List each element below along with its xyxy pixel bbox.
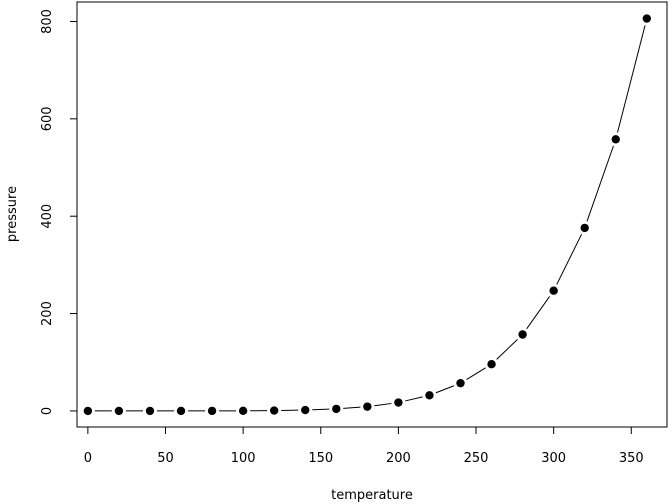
data-point [114, 406, 124, 416]
series-line-segment [496, 338, 518, 360]
x-tick-label: 200 [386, 451, 411, 466]
y-axis: 0 200 400 600 800 [40, 9, 78, 415]
data-point [611, 135, 620, 144]
x-tick-label: 250 [464, 451, 489, 466]
series-line-segment [466, 367, 486, 380]
series-layer [83, 14, 652, 416]
x-tick-label: 150 [308, 451, 333, 466]
data-point [394, 398, 403, 407]
data-point [487, 359, 496, 369]
y-tick-label: 0 [40, 407, 55, 415]
data-point [518, 330, 527, 339]
series-line-segment [556, 233, 583, 285]
series-line-segment [343, 406, 361, 409]
data-point [642, 14, 652, 23]
data-point [207, 406, 217, 416]
data-point [301, 405, 310, 415]
data-point [238, 406, 248, 416]
x-axis-label: temperature [331, 488, 413, 503]
plot-frame [76, 1, 668, 428]
x-tick-label: 0 [84, 451, 92, 466]
data-point [83, 406, 93, 416]
series-line-segment [435, 385, 455, 394]
data-point [580, 223, 589, 233]
data-point [425, 391, 434, 400]
data-point [145, 406, 155, 416]
data-point [363, 402, 372, 411]
y-tick-label: 400 [40, 204, 55, 229]
series-line-segment [312, 408, 330, 411]
x-tick-label: 300 [541, 451, 566, 466]
y-axis-label: pressure [5, 186, 20, 242]
data-point [332, 404, 341, 414]
data-point [549, 286, 558, 295]
y-tick-label: 600 [40, 106, 55, 131]
series-line-segment [405, 396, 423, 402]
x-tick-label: 100 [231, 451, 256, 466]
series-line-segment [617, 25, 646, 133]
y-tick-label: 200 [40, 301, 55, 326]
data-point [176, 406, 186, 416]
x-tick-label: 350 [619, 451, 644, 466]
x-axis: 0 50 100 150 200 250 300 350 [84, 426, 644, 466]
series-line-segment [526, 296, 551, 330]
y-tick-label: 800 [40, 9, 55, 34]
series-line-segment [586, 145, 614, 222]
data-point [269, 406, 279, 415]
series-line-segment [374, 402, 392, 407]
x-tick-label: 50 [157, 451, 174, 466]
data-point [456, 378, 465, 388]
